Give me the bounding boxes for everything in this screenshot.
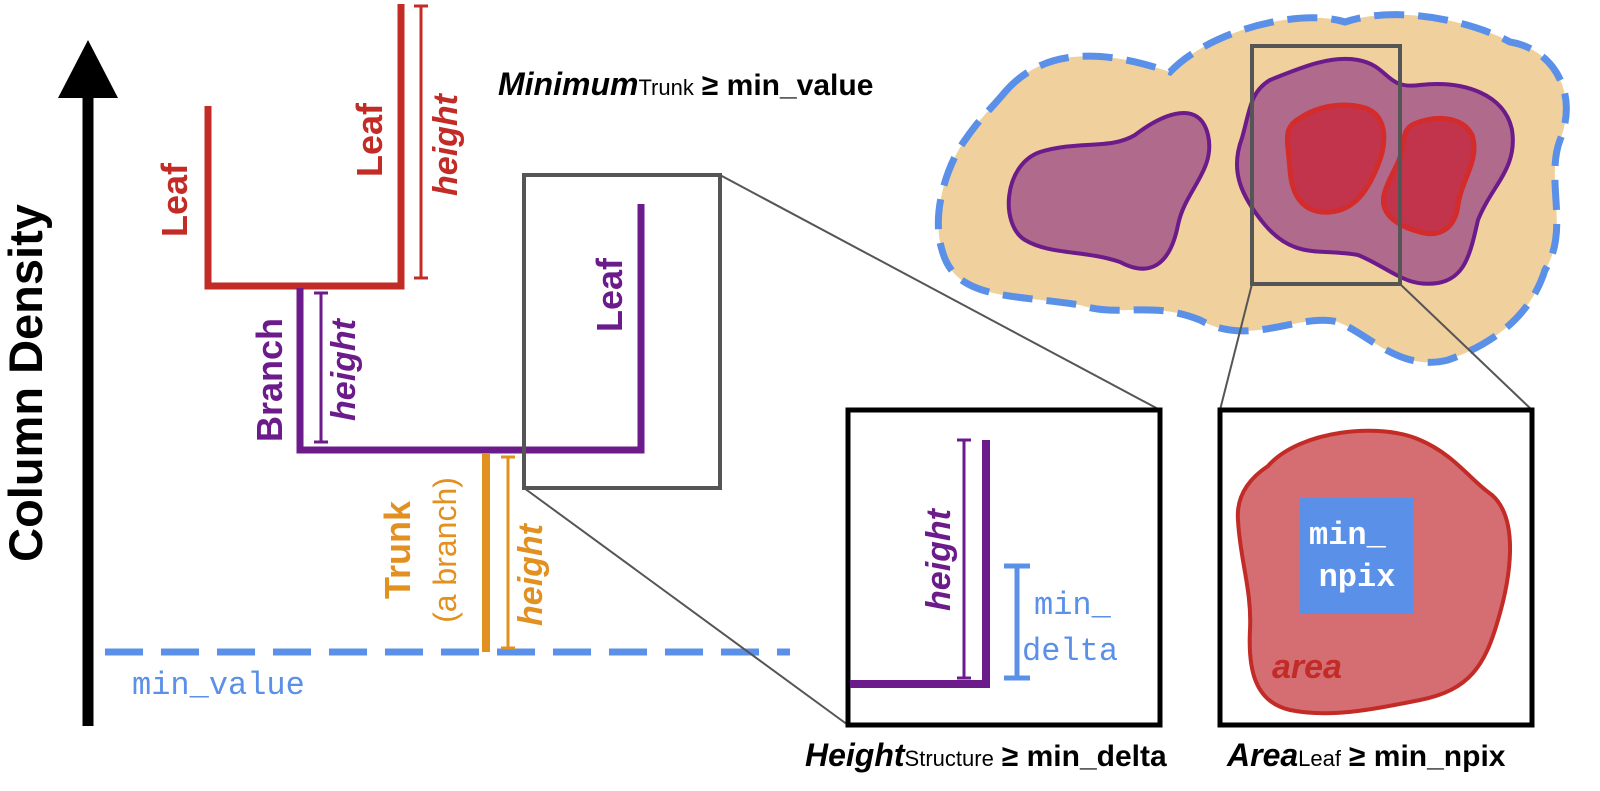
zoom-connector-bottom xyxy=(523,487,849,726)
column-density-axis: Column Density xyxy=(0,40,118,726)
min-value-label: min_value xyxy=(132,667,305,704)
cloud-connector-right xyxy=(1399,283,1533,411)
minimum-criterion: MinimumTrunk ≥ min_value xyxy=(498,66,873,102)
height-relation: ≥ min_delta xyxy=(1002,740,1167,773)
zoom-structure-line xyxy=(850,440,990,688)
trunk-label: Trunk xyxy=(377,500,418,599)
cloud-map xyxy=(934,11,1570,411)
orange-trunk-structure: Trunk (a branch) height xyxy=(377,453,550,652)
zoom-height-bracket xyxy=(957,438,971,680)
min-npix-box xyxy=(1300,498,1414,614)
min-value-threshold: min_value xyxy=(105,648,790,704)
purple-branch-structure: Branch Leaf height xyxy=(249,204,645,454)
min-delta-line2: delta xyxy=(1022,633,1118,670)
height-zoom-panel: height min_ delta xyxy=(845,407,1163,728)
zoom-box-small xyxy=(522,173,722,490)
purple-branch-line xyxy=(296,204,645,454)
area-relation: ≥ min_npix xyxy=(1349,740,1506,773)
height-subscript: Structure xyxy=(905,746,994,771)
orange-height-label: height xyxy=(512,522,550,626)
purple-height-bracket xyxy=(314,291,328,444)
min-npix-label: min_ npix xyxy=(1309,517,1405,596)
axis-label: Column Density xyxy=(0,204,52,562)
cloud-zoom-box xyxy=(1250,44,1402,286)
min-delta-line1: min_ xyxy=(1034,587,1112,624)
area-term: Area xyxy=(1226,737,1298,773)
leaf-label-left: Leaf xyxy=(154,162,195,237)
leaf-label-purple: Leaf xyxy=(589,257,630,332)
area-label: area xyxy=(1272,648,1342,686)
area-zoom-panel: min_ npix area xyxy=(1217,407,1535,728)
red-leaves-structure: Leaf Leaf height xyxy=(154,4,465,290)
minimum-subscript: Trunk xyxy=(638,75,694,100)
trunk-note-label: (a branch) xyxy=(427,477,463,623)
dendrogram-zoom-indicator xyxy=(522,173,1161,726)
area-subscript: Leaf xyxy=(1298,746,1342,771)
cloud-purple-contour-left xyxy=(1006,111,1212,271)
up-arrow-icon xyxy=(58,40,118,98)
purple-height-label: height xyxy=(325,317,363,421)
red-height-bracket xyxy=(414,4,428,280)
height-criterion: HeightStructure ≥ min_delta xyxy=(805,737,1167,773)
minimum-relation: ≥ min_value xyxy=(702,69,874,102)
minimum-term: Minimum xyxy=(498,66,638,102)
branch-label: Branch xyxy=(249,318,290,442)
red-leaf-branch xyxy=(204,4,405,290)
min-npix-line1: min_ xyxy=(1309,517,1387,554)
min-delta-bracket xyxy=(1004,563,1030,681)
zoom-connector-top xyxy=(719,174,1161,411)
zoom-height-label: height xyxy=(920,507,958,611)
min-npix-line2: npix xyxy=(1319,559,1396,596)
cloud-connector-left xyxy=(1219,283,1253,411)
height-panel-frame xyxy=(845,407,1163,728)
red-height-label: height xyxy=(427,92,465,196)
cloud-red-contour-a xyxy=(1284,102,1387,215)
leaf-label-right: Leaf xyxy=(349,102,390,177)
orange-height-bracket xyxy=(501,455,515,650)
area-criterion: AreaLeaf ≥ min_npix xyxy=(1226,737,1506,773)
height-term: Height xyxy=(805,737,906,773)
min-delta-label: min_ delta xyxy=(1022,587,1130,670)
